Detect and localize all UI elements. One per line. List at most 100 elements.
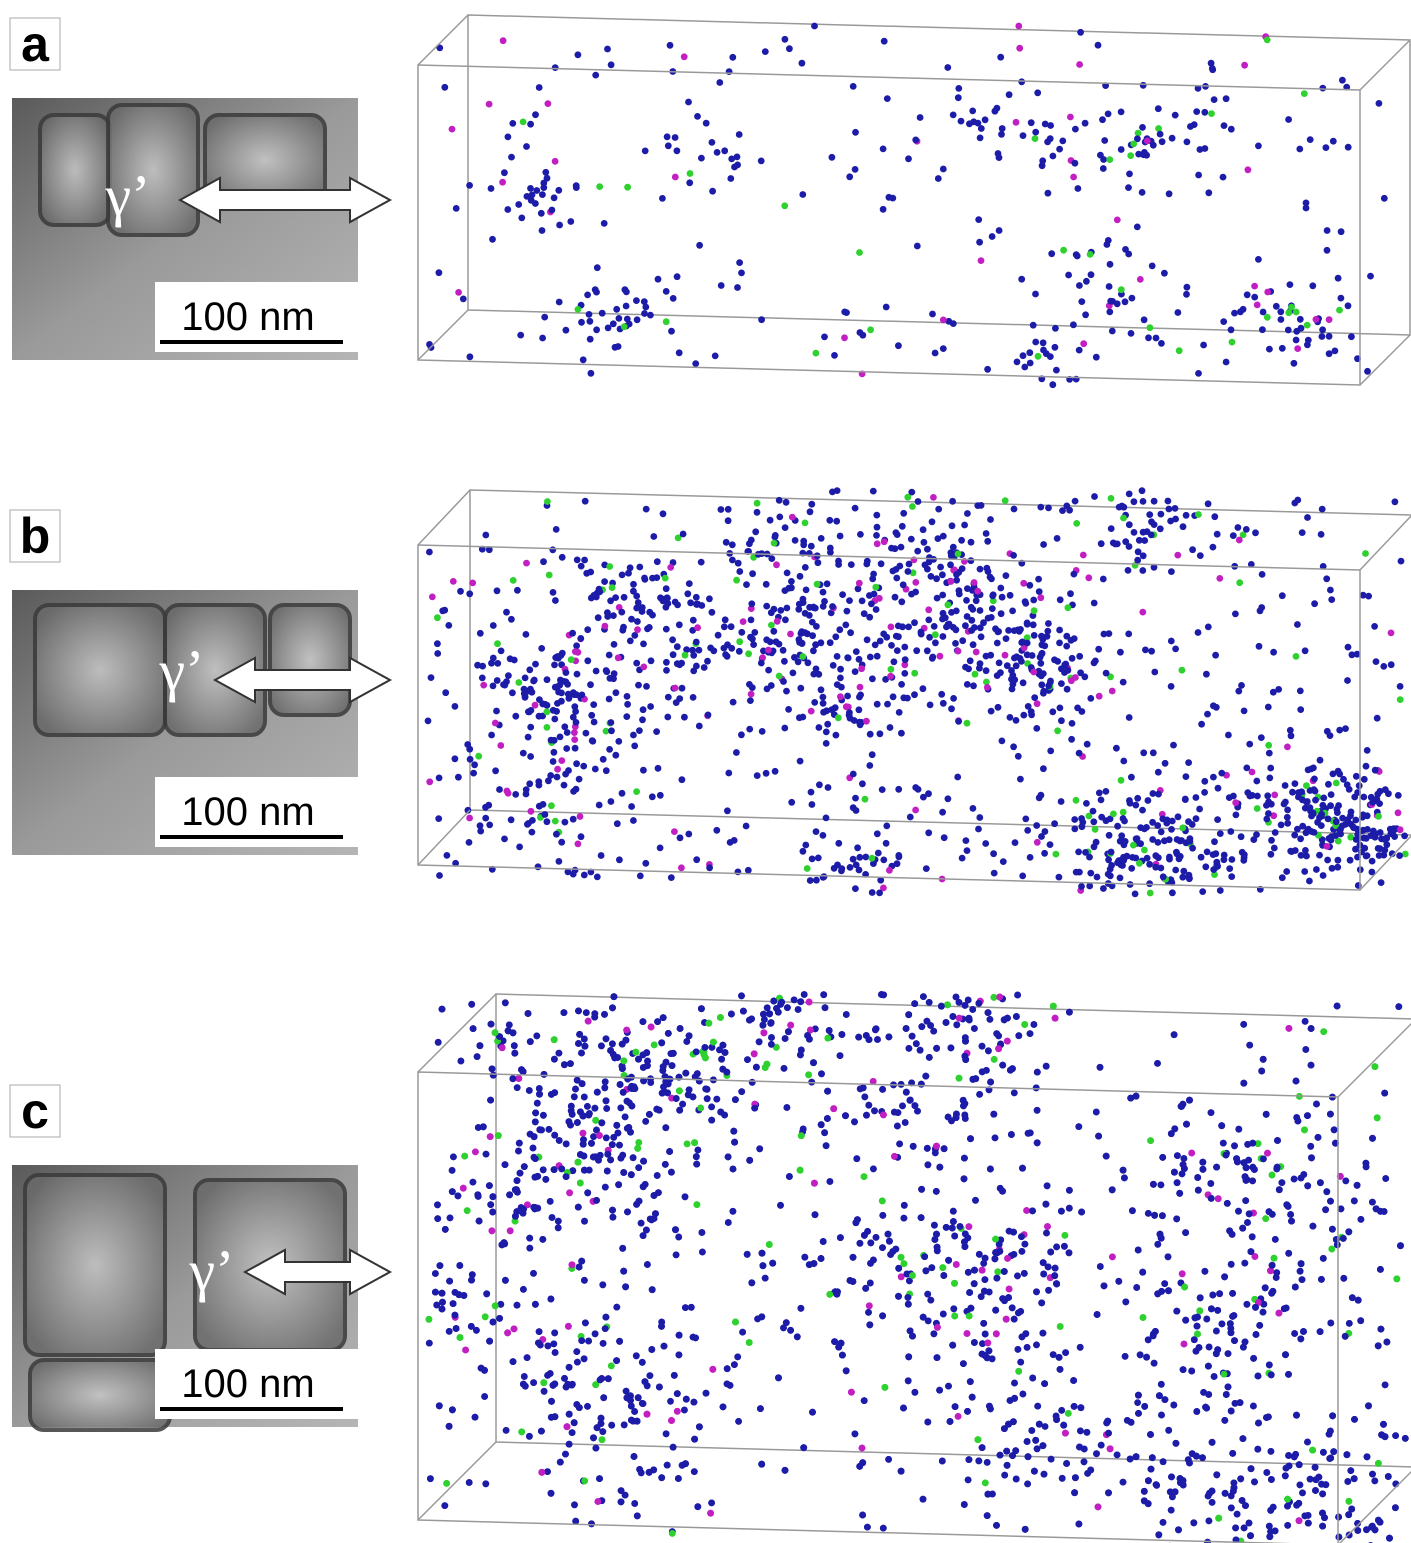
atom [623,303,630,310]
atom [1233,812,1240,819]
atom [872,584,879,591]
atom [1042,121,1049,128]
atom [904,494,911,501]
atom [1166,506,1173,513]
atom [924,546,931,553]
atom [1360,794,1367,801]
atom [466,839,473,846]
atom [995,704,1002,711]
atom [467,353,474,360]
atom [1011,506,1018,513]
atom [834,653,841,660]
atom [952,640,959,647]
atom [544,676,551,683]
atom [866,1302,873,1309]
atom [1120,809,1127,816]
atom [931,623,938,630]
atom [703,1390,710,1397]
atom [475,753,482,760]
atom [1180,523,1187,530]
atom [1098,814,1105,821]
atom [1246,741,1253,748]
atom [1216,575,1223,582]
atom [672,685,679,692]
atom [879,786,886,793]
atom [1139,189,1146,196]
atom [1213,704,1220,711]
atom [1048,250,1055,257]
atom [929,655,936,662]
atom [1270,689,1277,696]
atom [553,831,560,838]
atom [1305,826,1312,833]
atom [899,523,906,530]
atom [1119,862,1126,869]
atom [983,530,990,537]
atom [530,1379,537,1386]
atom [1125,567,1132,574]
atom [445,622,452,629]
atom [966,120,973,127]
atom [647,312,654,319]
atom [565,767,572,774]
atom [1141,316,1148,323]
atom [1012,839,1019,846]
atom [1319,802,1326,809]
atom [1024,827,1031,834]
atom [814,581,821,588]
atom [990,591,997,598]
atom [1293,328,1300,335]
atom [621,323,628,330]
atom [843,1011,850,1018]
atom [1019,873,1026,880]
atom [1362,550,1369,557]
atom [1197,552,1204,559]
atom [570,816,577,823]
atom [520,119,527,126]
atom [1076,61,1083,68]
atom [929,518,936,525]
atom [1186,872,1193,879]
atom [1134,795,1141,802]
atom [718,1056,725,1063]
atom [940,317,947,324]
atom [800,541,807,548]
atom [684,590,691,597]
atom [977,660,984,667]
atom [1058,680,1065,687]
atom [939,571,946,578]
atom [585,1338,592,1345]
atom [1398,558,1405,565]
atom [1179,667,1186,674]
atom [692,360,699,367]
atom [821,1129,828,1136]
atom [1075,849,1082,856]
atom [977,135,984,142]
atom [1297,1482,1304,1489]
atom [725,506,732,513]
atom [1388,630,1395,637]
atom [1044,628,1051,635]
atom [977,624,984,631]
atom [748,617,755,624]
atom [961,522,968,529]
atom [1388,661,1395,668]
atom [748,691,755,698]
atom [694,113,701,120]
atom [577,813,584,820]
atom [1022,816,1029,823]
atom [544,818,551,825]
atom [594,874,601,881]
atom [1015,23,1022,30]
box-front [418,545,1360,890]
atom [1045,1287,1052,1294]
atom [940,633,947,640]
atom [802,564,809,571]
atom [933,575,940,582]
atom [603,667,610,674]
atom [654,558,661,565]
atom [1028,119,1035,126]
atom [1360,835,1367,842]
atom [1008,667,1015,674]
atom [493,708,500,715]
